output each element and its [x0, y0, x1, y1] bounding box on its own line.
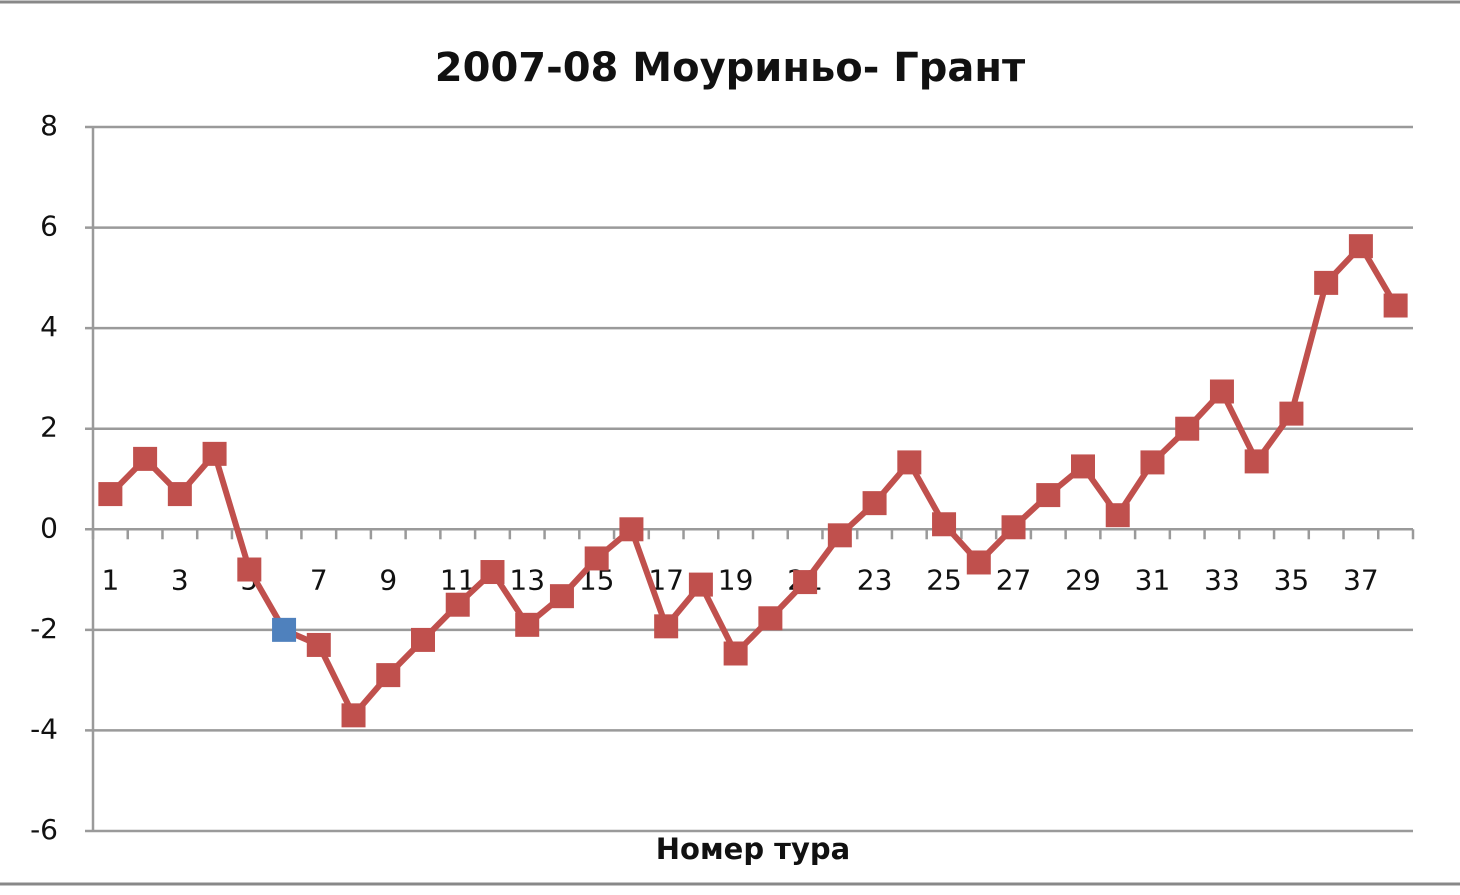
marker [1348, 234, 1373, 259]
marker [1175, 416, 1200, 441]
x-tick-label: 19 [718, 563, 754, 596]
marker [1383, 293, 1408, 318]
x-tick-label: 9 [379, 563, 397, 596]
marker [445, 592, 470, 617]
marker [723, 641, 748, 666]
marker [549, 584, 574, 609]
marker [966, 550, 991, 575]
marker [1036, 483, 1061, 508]
marker [793, 570, 818, 595]
marker [619, 517, 644, 542]
marker [1244, 449, 1269, 474]
x-tick-label: 25 [926, 563, 962, 596]
marker [411, 627, 435, 652]
marker [1314, 270, 1339, 295]
marker [167, 482, 192, 507]
x-tick-label: 7 [310, 563, 328, 596]
marker [758, 606, 783, 631]
x-tick-label: 31 [1135, 563, 1171, 596]
series-line [108, 243, 1399, 719]
x-tick-label: 23 [857, 563, 893, 596]
marker [862, 491, 887, 516]
x-tick-label: 33 [1204, 563, 1240, 596]
marker [98, 482, 123, 507]
x-tick-label: 3 [171, 563, 189, 596]
x-tick-label: 13 [509, 563, 545, 596]
y-tick-label: -4 [30, 712, 58, 745]
y-tick-label: -6 [30, 813, 58, 846]
chart-title: 2007-08 Моуриньо- Грант [435, 45, 1026, 91]
marker [827, 523, 852, 548]
marker [897, 450, 922, 475]
marker [306, 632, 331, 657]
x-tick-label: 1 [101, 563, 119, 596]
marker [480, 560, 505, 585]
marker [654, 614, 679, 639]
y-tick-label: 2 [40, 411, 58, 444]
marker [1105, 503, 1130, 528]
y-tick-label: 6 [40, 210, 58, 243]
y-tick-label: 8 [40, 109, 58, 142]
marker [1140, 450, 1165, 475]
x-axis-label: Номер тура [656, 832, 850, 866]
x-tick-label: 35 [1274, 563, 1310, 596]
y-tick-label: -2 [30, 612, 58, 645]
marker [376, 663, 401, 688]
marker [932, 512, 957, 537]
marker [237, 557, 262, 582]
x-tick-label: 37 [1343, 563, 1379, 596]
marker [133, 446, 158, 471]
y-tick-label: 0 [40, 511, 58, 544]
marker [1071, 454, 1095, 479]
marker [1001, 515, 1026, 540]
marker [202, 441, 227, 466]
marker [1279, 401, 1304, 426]
marker [584, 546, 609, 571]
marker [341, 703, 366, 728]
x-tick-label: 29 [1065, 563, 1101, 596]
marker [272, 617, 297, 642]
marker [688, 572, 713, 597]
x-tick-label: 27 [996, 563, 1032, 596]
marker [1209, 379, 1234, 404]
marker [515, 612, 540, 637]
y-tick-label: 4 [40, 310, 58, 343]
